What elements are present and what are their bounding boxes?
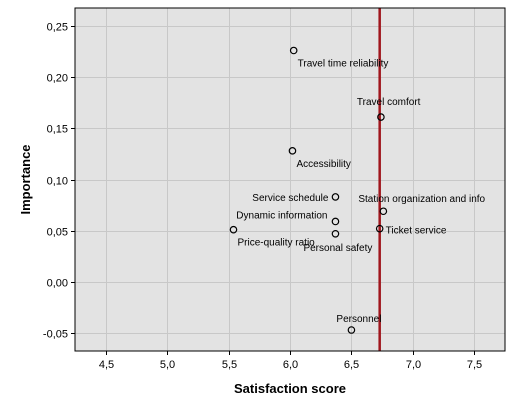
data-point-label: Personal safety: [303, 243, 372, 254]
y-tick-label: 0,15: [47, 124, 68, 136]
data-point-label: Personnel: [336, 314, 381, 325]
data-point: [229, 225, 238, 234]
y-tick-label: 0,00: [47, 278, 68, 290]
data-point: [288, 147, 297, 155]
x-tick-label: 7,5: [467, 359, 482, 371]
data-point: [379, 207, 388, 216]
x-tick-label: 6,0: [283, 359, 298, 371]
data-point-label: Travel time reliability: [298, 58, 389, 69]
plot-frame: [74, 7, 506, 352]
y-tick-label: -0,05: [43, 329, 68, 341]
x-tick-label: 5,5: [222, 359, 237, 371]
x-tick-label: 6,5: [344, 359, 359, 371]
data-point-label: Service schedule: [252, 193, 329, 204]
x-tick-label: 7,0: [406, 359, 421, 371]
data-point-label: Travel comfort: [357, 97, 421, 108]
x-tick-label: 4,5: [99, 359, 114, 371]
data-point: [331, 229, 340, 238]
x-tick-labels: 4,5 5,0 5,5 6,0 6,5 7,0 7,5: [99, 359, 482, 371]
y-axis-title: Importance: [18, 144, 33, 214]
data-point-label: Ticket service: [386, 226, 447, 237]
y-tick-label: 0,05: [47, 227, 68, 239]
y-tick-label: 0,20: [47, 73, 68, 85]
data-point: [289, 46, 298, 55]
data-point-label: Accessibility: [296, 159, 350, 170]
gridlines: [75, 8, 505, 351]
data-point: [347, 326, 356, 334]
data-point-label: Station organization and info: [358, 194, 485, 205]
data-point: [375, 224, 384, 233]
data-point-label: Price-quality ratio: [237, 238, 315, 249]
y-tick-label: 0,25: [47, 22, 68, 34]
data-point: [331, 193, 340, 201]
x-axis-title: Satisfaction score: [234, 381, 346, 396]
data-point-label: Dynamic information: [236, 210, 327, 221]
data-point: [377, 113, 385, 121]
y-tick-label: 0,10: [47, 176, 68, 188]
data-point-labels: Travel time reliability Travel comfort Acc…: [236, 58, 485, 325]
y-tick-labels: -0,05 0,00 0,05 0,10 0,15 0,20 0,25: [43, 22, 68, 341]
data-points: [229, 46, 388, 334]
x-tick-label: 5,0: [160, 359, 175, 371]
data-point: [331, 217, 340, 226]
tick-marks: [71, 26, 475, 355]
